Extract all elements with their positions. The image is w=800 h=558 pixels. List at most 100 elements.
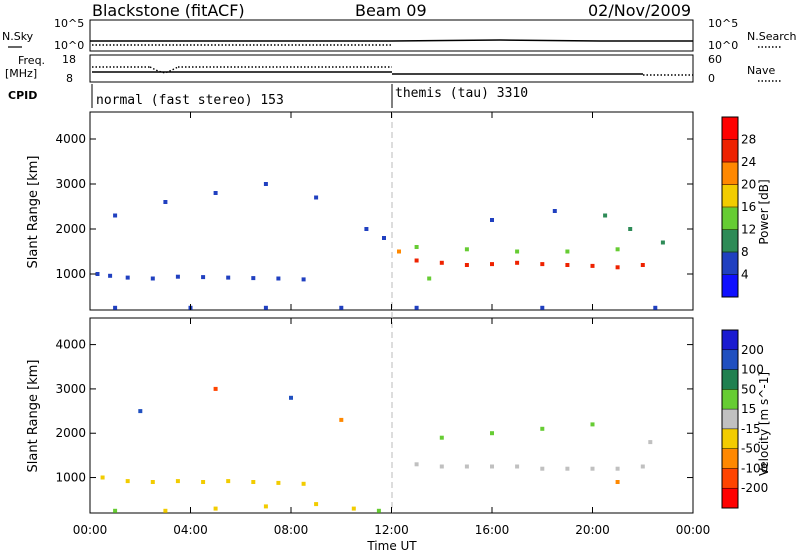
power-point	[213, 191, 218, 195]
velocity-point	[490, 431, 494, 436]
velocity-colorbar: 200 100 50 15 -15 -50 -100 -200	[721, 329, 768, 509]
power-point	[263, 182, 268, 186]
power-point	[565, 249, 570, 254]
power-point	[226, 275, 231, 280]
mhz-label: [MHz]	[5, 67, 37, 80]
power-point	[590, 263, 595, 268]
power-point	[276, 276, 281, 281]
power-point	[464, 263, 469, 267]
power-colorbar: 4 8 12 16 20 24 28	[721, 116, 756, 298]
velocity-colorbar-tick-label: -50	[741, 442, 761, 456]
power-point	[113, 305, 118, 310]
power-point	[660, 240, 665, 245]
sky-left-tick-top: 10^5	[54, 17, 84, 30]
velocity-point	[464, 464, 469, 469]
power-scatter-layer	[95, 182, 665, 310]
power-colorbar-tick-label: 8	[741, 245, 749, 259]
velocity-point	[113, 508, 118, 513]
velocity-y-tick-label: 3000	[55, 382, 86, 396]
power-point	[464, 247, 469, 252]
power-colorbar-tick-label: 24	[741, 155, 756, 169]
power-colorbar-swatch	[722, 162, 738, 185]
velocity-colorbar-tick-label: -100	[741, 461, 768, 475]
nave-tick-bottom: 0	[708, 72, 715, 85]
velocity-point	[125, 479, 130, 484]
velocity-colorbar-swatch	[722, 330, 738, 351]
power-colorbar-tick-label: 16	[741, 200, 756, 214]
velocity-colorbar-tick-label: 50	[741, 382, 756, 396]
velocity-point	[640, 464, 645, 469]
velocity-point	[226, 479, 231, 484]
power-point	[314, 195, 319, 200]
power-colorbar-swatch	[722, 252, 738, 275]
power-colorbar-label: Power [dB]	[757, 179, 771, 244]
velocity-point	[351, 506, 356, 511]
power-colorbar-swatch	[722, 117, 738, 140]
velocity-colorbar-tick-label: 15	[741, 402, 756, 416]
power-point	[490, 262, 494, 267]
sky-left-tick-bottom: 10^0	[54, 39, 84, 52]
velocity-colorbar-swatch	[722, 389, 738, 410]
velocity-colorbar-swatch	[722, 488, 738, 509]
x-tick-label: 12:00	[374, 523, 409, 537]
velocity-point	[163, 508, 168, 513]
velocity-point	[490, 464, 494, 469]
power-colorbar-tick-label: 28	[741, 133, 756, 147]
velocity-colorbar-tick-label: -15	[741, 422, 761, 436]
velocity-point	[201, 480, 206, 484]
velocity-y-tick-label: 1000	[55, 471, 86, 485]
velocity-y-tick-label: 2000	[55, 426, 86, 440]
date-label: 02/Nov/2009	[588, 1, 691, 20]
power-point	[565, 263, 570, 267]
power-y-tick-label: 2000	[55, 222, 86, 236]
velocity-point	[213, 386, 218, 391]
velocity-point	[276, 480, 281, 485]
beam-label: Beam 09	[355, 1, 427, 20]
cpid-segment-themis: themis (tau) 3310	[395, 86, 528, 101]
power-y-tick-label: 4000	[55, 132, 86, 146]
velocity-point	[251, 480, 256, 484]
velocity-colorbar-frame	[721, 329, 739, 509]
power-point	[653, 305, 658, 310]
nave-tick-top: 60	[708, 53, 722, 66]
velocity-point	[540, 426, 545, 431]
velocity-point	[615, 480, 620, 484]
velocity-colorbar-swatch	[722, 369, 738, 390]
power-y-tick-label: 3000	[55, 177, 86, 191]
velocity-point	[376, 508, 381, 513]
freq-tick-bottom: 8	[66, 72, 73, 85]
velocity-y-ticks: 1000 2000 3000 4000	[55, 338, 693, 485]
x-tick-label: 04:00	[173, 523, 208, 537]
freq-tick-top: 18	[62, 53, 76, 66]
velocity-point	[138, 409, 143, 414]
power-y-tick-label: 1000	[55, 267, 86, 281]
velocity-y-tick-label: 4000	[55, 338, 86, 352]
power-point	[427, 276, 432, 281]
cpid-segment-normal: normal (fast stereo) 153	[96, 93, 284, 108]
power-colorbar-tick-label: 4	[741, 268, 749, 282]
power-colorbar-swatch	[722, 139, 738, 163]
power-point	[201, 275, 206, 280]
velocity-scatter-layer	[100, 386, 653, 513]
power-point	[251, 276, 256, 281]
power-colorbar-swatch	[722, 274, 738, 298]
sky-right-tick-bottom: 10^0	[708, 39, 738, 52]
power-point	[108, 273, 113, 278]
power-colorbar-tick-label: 12	[741, 223, 756, 237]
power-point	[615, 265, 620, 270]
power-point	[364, 227, 369, 231]
power-point	[515, 260, 520, 265]
x-tick-label: 20:00	[575, 523, 610, 537]
velocity-colorbar-swatch	[722, 409, 738, 430]
power-point	[540, 305, 545, 310]
power-panel-frame	[89, 111, 694, 311]
power-point	[414, 258, 419, 263]
sky-search-panel	[89, 19, 694, 52]
power-point	[175, 274, 180, 279]
velocity-point	[100, 475, 105, 480]
x-axis-label: Time UT	[366, 539, 417, 553]
power-y-ticks: 1000 2000 3000 4000	[55, 132, 693, 281]
velocity-colorbar-swatch	[722, 448, 738, 469]
velocity-point	[590, 422, 595, 427]
velocity-point	[289, 395, 293, 400]
